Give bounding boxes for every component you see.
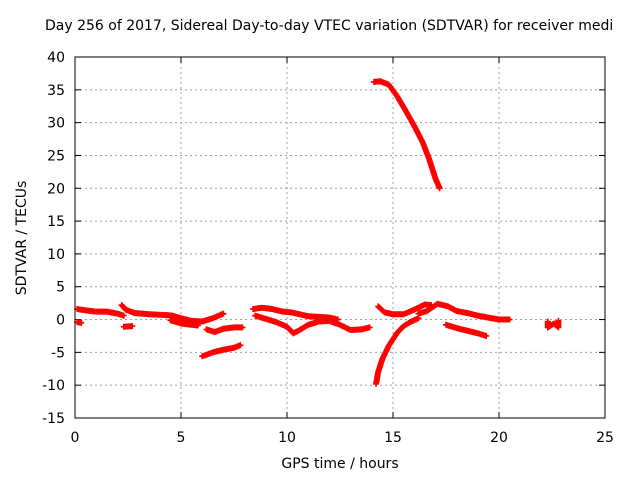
data-point [506,316,513,323]
data-point [194,322,201,329]
chart-title-text: Day 256 of 2017, Sidereal Day-to-day VTE… [45,18,614,34]
chart-title: Day 256 of 2017, Sidereal Day-to-day VTE… [0,18,640,40]
x-tick-label: 15 [384,430,402,446]
x-tick-label: 0 [71,430,80,446]
x-tick-label: 10 [278,430,296,446]
data-point [78,319,85,326]
y-tick-label: -5 [51,345,65,361]
y-axis-label: SDTVAR / TECUs [14,180,30,296]
y-tick-label: 10 [47,247,65,263]
plot-frame [74,56,606,419]
y-tick-label: 5 [56,280,65,296]
y-tick-label: 40 [47,50,65,66]
y-tick-label: 25 [47,148,65,164]
axis-ticks [74,56,606,419]
data-point [129,323,136,330]
y-tick-label: -10 [42,378,65,394]
y-tick-label: 15 [47,214,65,230]
data-point [237,342,244,349]
y-tick-label: 20 [47,181,65,197]
data-point [120,312,127,319]
x-tick-label: 20 [490,430,508,446]
data-point [436,185,443,192]
data-point [239,324,246,331]
data-points [74,78,562,387]
grid-lines [74,56,606,419]
data-point [483,332,490,339]
y-tick-label: -15 [42,411,65,427]
tick-labels: 0 5 10 15 20 25 -15 -10 -5 0 5 10 15 20 25 30 35 40 [42,50,614,446]
data-point [366,324,373,331]
data-point [555,317,562,324]
x-tick-label: 25 [596,430,614,446]
x-axis-label: GPS time / hours [281,456,399,472]
x-tick-label: 5 [177,430,186,446]
y-tick-label: 30 [47,116,65,132]
y-tick-label: 0 [56,313,65,329]
data-point [220,310,227,317]
y-tick-label: 35 [47,83,65,99]
